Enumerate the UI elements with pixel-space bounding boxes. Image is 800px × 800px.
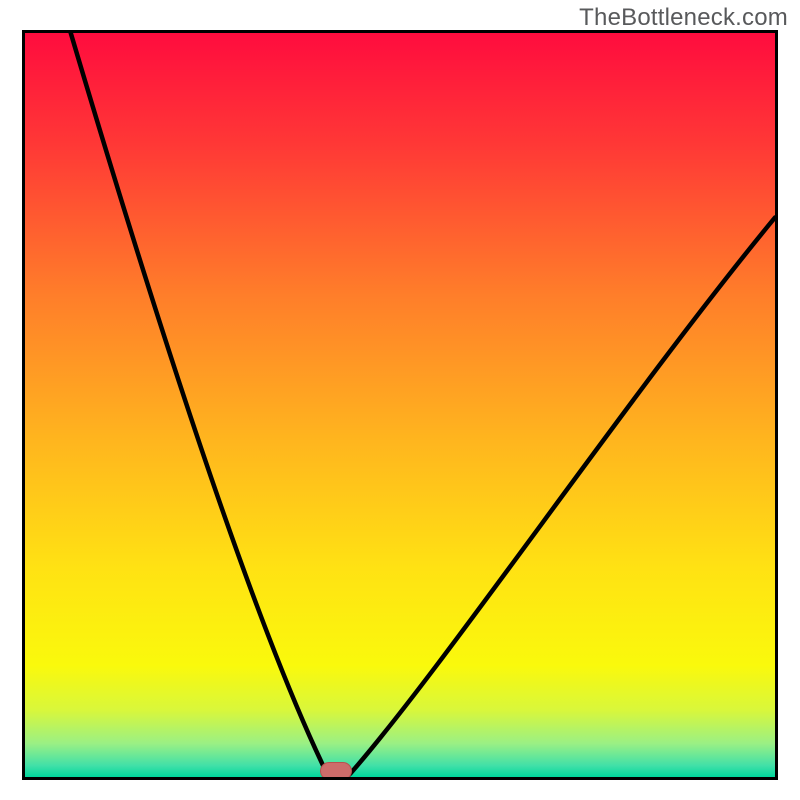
chart-container: TheBottleneck.com <box>0 0 800 800</box>
watermark-text: TheBottleneck.com <box>579 4 788 32</box>
bottleneck-curve <box>25 33 775 777</box>
plot-frame <box>22 30 778 780</box>
curve-path <box>71 33 775 777</box>
plot-area <box>25 33 775 777</box>
optimal-point-marker <box>320 762 352 777</box>
